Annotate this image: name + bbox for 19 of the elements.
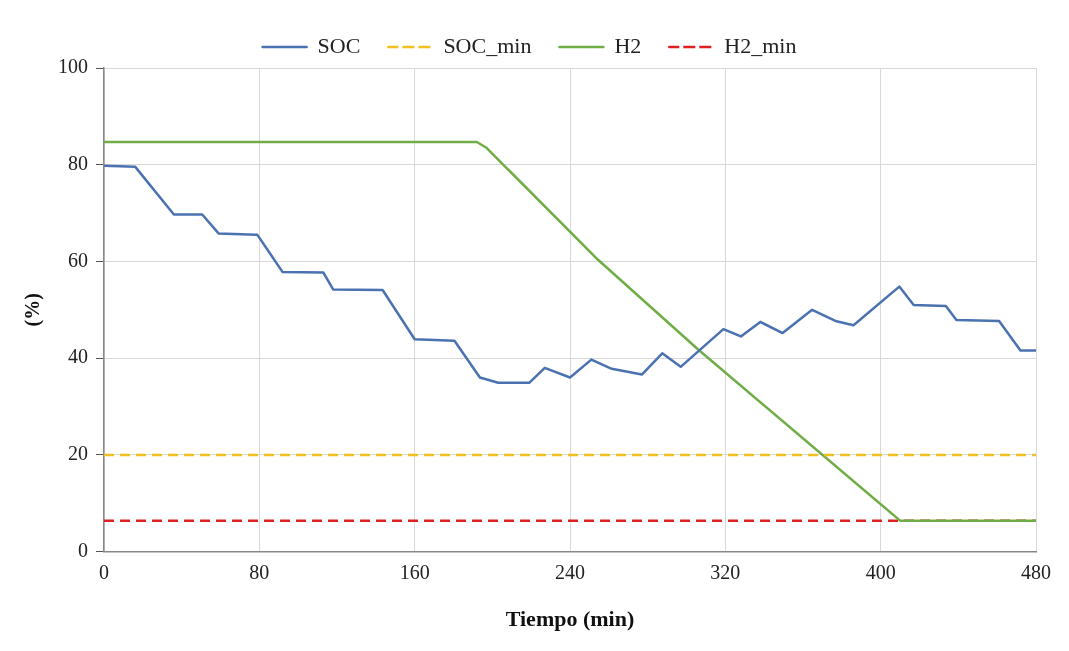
y-axis-title: (%) [21,293,45,327]
x-tick-label: 320 [710,560,741,583]
x-tick-label: 0 [99,560,109,583]
legend-label: SOC_min [443,32,532,58]
x-tick-label: 400 [865,560,896,583]
y-tick-label: 40 [68,345,88,368]
y-tick-label: 100 [58,55,88,78]
legend-label: H2_min [724,32,797,58]
y-tick-label: 80 [68,151,88,174]
y-tick-label: 20 [68,442,88,465]
x-tick-label: 480 [1021,560,1051,583]
legend-label: H2 [614,32,642,58]
y-tick-label: 0 [78,538,88,561]
y-tick-label: 60 [68,248,88,271]
x-tick-label: 80 [249,560,270,583]
x-tick-label: 240 [555,560,585,583]
x-tick-label: 160 [399,560,430,583]
x-axis-title: Tiempo (min) [505,606,635,632]
legend-label: SOC [317,32,361,58]
